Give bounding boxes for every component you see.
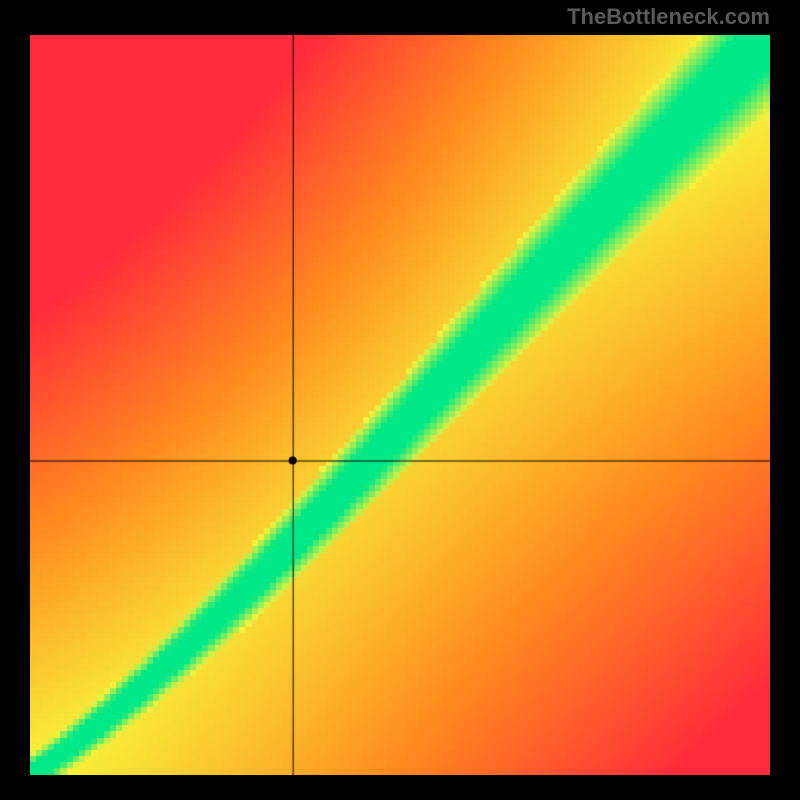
watermark-text: TheBottleneck.com: [567, 4, 770, 30]
